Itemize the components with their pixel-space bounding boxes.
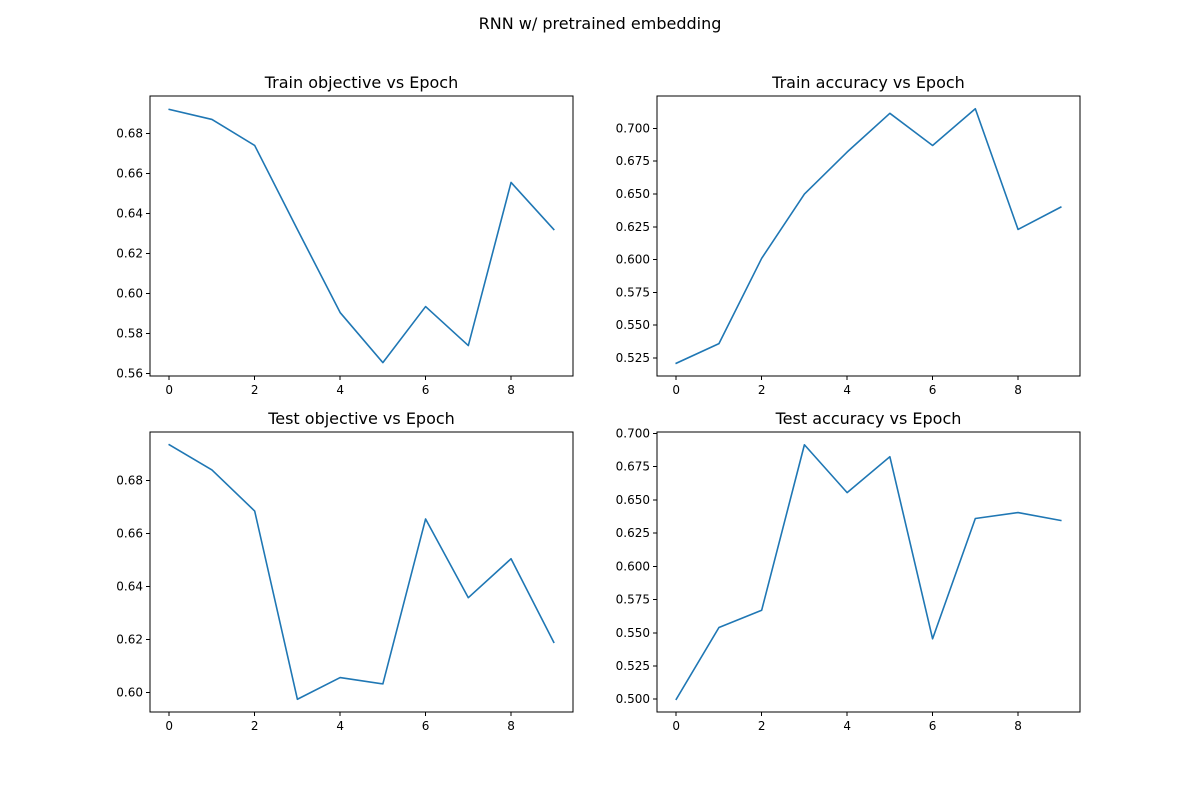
y-tick-label: 0.700	[616, 426, 650, 440]
y-tick-label: 0.525	[616, 351, 650, 365]
y-tick-label: 0.575	[616, 285, 650, 299]
x-tick-label: 8	[1014, 383, 1022, 397]
subplot-title: Train objective vs Epoch	[264, 73, 459, 92]
y-tick-label: 0.650	[616, 187, 650, 201]
subplot-title: Train accuracy vs Epoch	[771, 73, 965, 92]
y-tick-label: 0.60	[116, 287, 143, 301]
y-tick-label: 0.550	[616, 318, 650, 332]
x-tick-label: 0	[165, 719, 173, 733]
figure-suptitle: RNN w/ pretrained embedding	[479, 14, 722, 33]
x-tick-label: 6	[422, 719, 430, 733]
y-tick-label: 0.64	[116, 206, 143, 220]
series-line	[168, 443, 555, 701]
subplot-train-objective: Train objective vs Epoch 0 2 4 6 8 0.56 0.58 0.6…	[116, 73, 574, 397]
y-tick-label: 0.675	[616, 154, 650, 168]
y-tick-label: 0.66	[116, 166, 143, 180]
x-tick-label: 0	[672, 383, 680, 397]
y-tick-label: 0.575	[616, 593, 650, 607]
y-tick-label: 0.58	[116, 327, 143, 341]
y-tick-label: 0.68	[116, 126, 143, 140]
series-line	[675, 443, 1062, 701]
x-tick-label: 4	[843, 719, 851, 733]
x-tick-label: 6	[929, 383, 937, 397]
x-tick-label: 6	[422, 383, 430, 397]
y-tick-label: 0.650	[616, 493, 650, 507]
y-tick-label: 0.625	[616, 526, 650, 540]
x-tick-label: 2	[758, 383, 766, 397]
y-tick-label: 0.66	[116, 527, 143, 541]
series-line	[675, 107, 1062, 365]
y-tick-label: 0.64	[116, 580, 143, 594]
subplot-title: Test objective vs Epoch	[267, 409, 455, 428]
subplot-test-accuracy: Test accuracy vs Epoch 0 2 4 6 8 0.500 0.525 0.5…	[616, 409, 1081, 733]
series-line	[168, 108, 555, 364]
x-tick-label: 8	[507, 719, 515, 733]
y-tick-label: 0.500	[616, 692, 650, 706]
y-tick-label: 0.60	[116, 686, 143, 700]
x-tick-label: 2	[251, 383, 259, 397]
y-tick-label: 0.68	[116, 474, 143, 488]
x-tick-label: 0	[672, 719, 680, 733]
y-tick-label: 0.525	[616, 659, 650, 673]
axes-frame	[656, 431, 1081, 713]
x-tick-label: 2	[251, 719, 259, 733]
y-tick-label: 0.62	[116, 633, 143, 647]
y-tick-label: 0.62	[116, 247, 143, 261]
x-tick-label: 2	[758, 719, 766, 733]
y-tick-label: 0.56	[116, 367, 143, 381]
subplot-test-objective: Test objective vs Epoch 0 2 4 6 8 0.60 0.62 0.64…	[116, 409, 574, 733]
x-tick-label: 8	[507, 383, 515, 397]
x-tick-label: 4	[336, 383, 344, 397]
subplot-train-accuracy: Train accuracy vs Epoch 0 2 4 6 8 0.525 0.550 0.…	[616, 73, 1081, 397]
axes-frame	[656, 95, 1081, 377]
y-tick-label: 0.600	[616, 559, 650, 573]
y-tick-label: 0.700	[616, 121, 650, 135]
y-tick-label: 0.550	[616, 626, 650, 640]
x-tick-label: 4	[843, 383, 851, 397]
x-tick-label: 8	[1014, 719, 1022, 733]
y-tick-label: 0.600	[616, 253, 650, 267]
x-tick-label: 0	[165, 383, 173, 397]
x-tick-label: 6	[929, 719, 937, 733]
axes-frame	[149, 95, 574, 377]
axes-frame	[149, 431, 574, 713]
y-tick-label: 0.625	[616, 220, 650, 234]
x-tick-label: 4	[336, 719, 344, 733]
subplot-title: Test accuracy vs Epoch	[775, 409, 962, 428]
y-tick-label: 0.675	[616, 460, 650, 474]
